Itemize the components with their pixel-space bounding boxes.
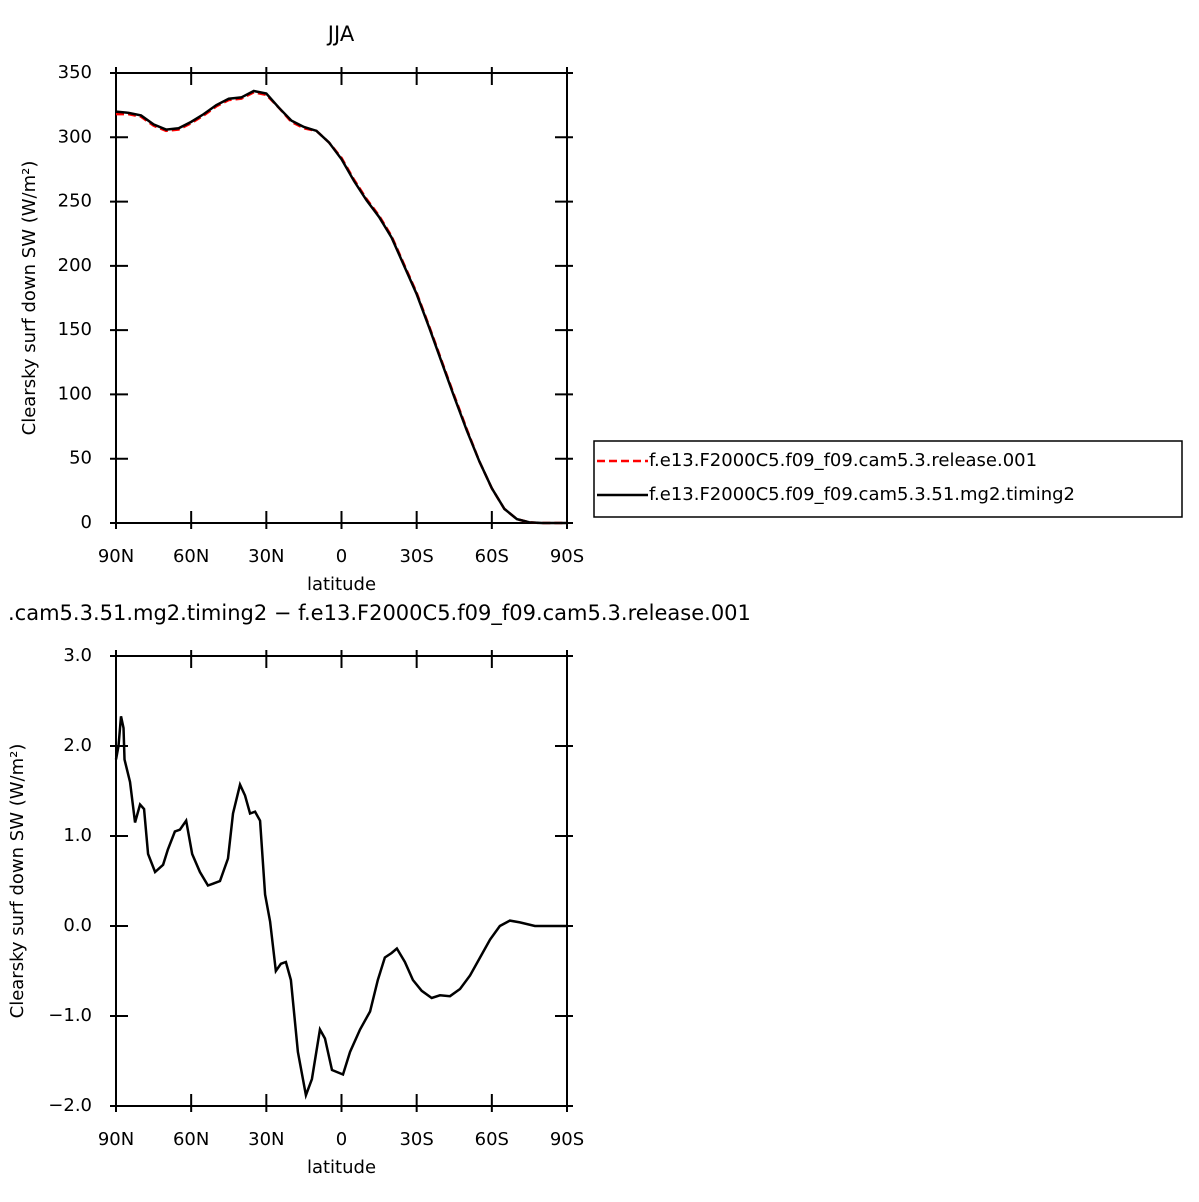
y-tick-label: 350 — [58, 62, 92, 83]
y-tick-label: 0 — [81, 512, 92, 533]
x-tick-label: 90N — [98, 1129, 134, 1150]
y-tick-label: −2.0 — [48, 1095, 92, 1116]
plot-frame — [115, 655, 568, 1107]
y-tick-label: −1.0 — [48, 1005, 92, 1026]
y-tick-label: 0.0 — [63, 915, 92, 936]
x-tick-label: 30N — [248, 546, 284, 567]
legend-label: f.e13.F2000C5.f09_f09.cam5.3.release.001 — [649, 450, 1037, 471]
y-tick-label: 300 — [58, 126, 92, 147]
y-tick-label: 2.0 — [63, 735, 92, 756]
y-tick-label: 150 — [58, 319, 92, 340]
y-tick-label: 50 — [69, 448, 92, 469]
x-tick-label: 90S — [550, 1129, 584, 1150]
y-tick-label: 250 — [58, 191, 92, 212]
x-tick-label: 0 — [336, 546, 347, 567]
x-tick-label: 60N — [173, 546, 209, 567]
y-tick-label: 200 — [58, 255, 92, 276]
x-axis-label: latitude — [307, 1157, 376, 1178]
x-tick-label: 90S — [550, 546, 584, 567]
x-tick-label: 90N — [98, 546, 134, 567]
y-tick-label: 1.0 — [63, 825, 92, 846]
x-tick-label: 60N — [173, 1129, 209, 1150]
x-tick-label: 0 — [336, 1129, 347, 1150]
x-tick-label: 60S — [475, 546, 509, 567]
x-tick-label: 30S — [399, 546, 433, 567]
x-tick-label: 60S — [475, 1129, 509, 1150]
plot-frame — [115, 72, 568, 524]
data-line — [114, 716, 567, 1100]
data-line — [116, 90, 567, 525]
y-tick-label: 3.0 — [63, 645, 92, 666]
chart-title: JJA — [326, 22, 355, 46]
chart-title: .cam5.3.51.mg2.timing2 − f.e13.F2000C5.f… — [8, 601, 751, 626]
legend-box — [593, 440, 1183, 518]
data-line — [115, 89, 567, 525]
x-tick-label: 30S — [399, 1129, 433, 1150]
y-axis-label: Clearsky surf down SW (W/m²) — [7, 744, 28, 1019]
x-axis-label: latitude — [307, 574, 376, 595]
x-tick-label: 30N — [248, 1129, 284, 1150]
y-tick-label: 100 — [58, 383, 92, 404]
legend-label: f.e13.F2000C5.f09_f09.cam5.3.51.mg2.timi… — [649, 484, 1075, 505]
y-axis-label: Clearsky surf down SW (W/m²) — [19, 161, 40, 436]
